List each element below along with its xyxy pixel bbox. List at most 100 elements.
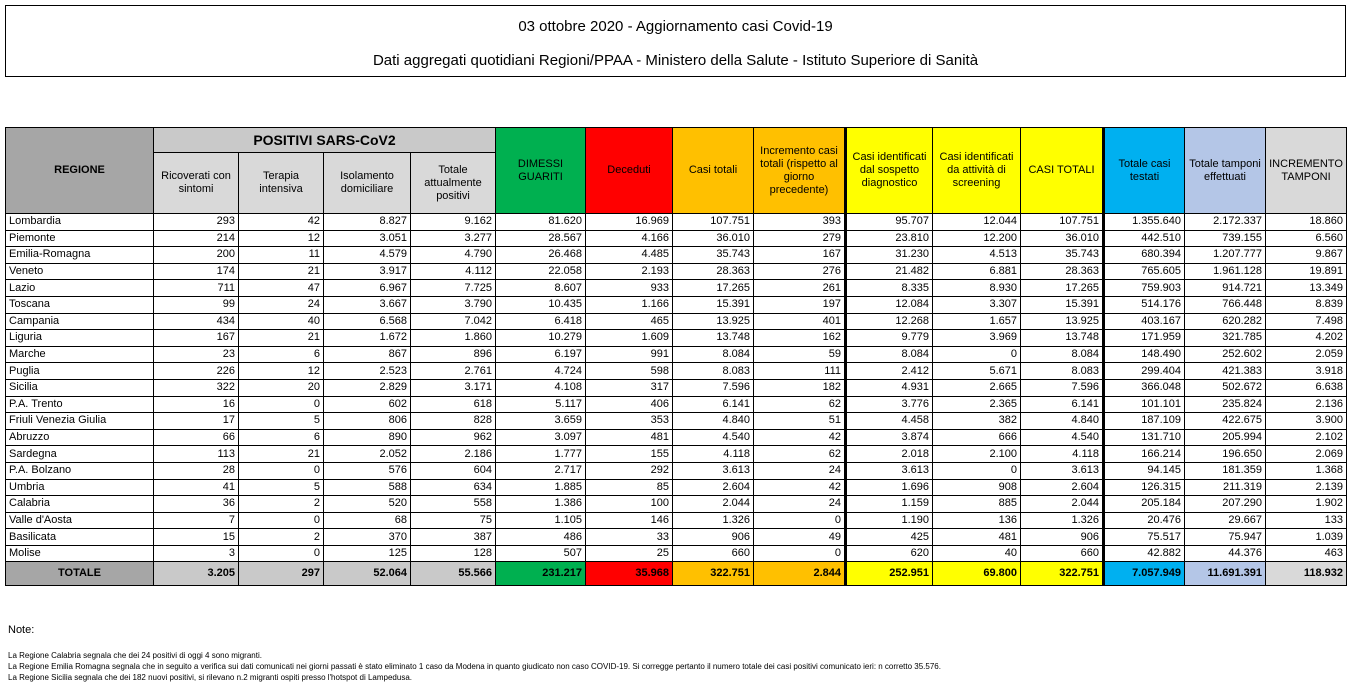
cell-tamponi: 207.290 [1184, 495, 1266, 513]
table-row: Lazio 711 47 6.967 7.725 8.607 933 17.265 261 8.3… [5, 279, 1347, 297]
cell-dimessi-guariti: 10.279 [495, 329, 586, 347]
cell-deceduti: 4.166 [585, 229, 673, 248]
cell-incremento-casi: 279 [753, 229, 846, 248]
cell-totale-positivi: 7.042 [410, 312, 496, 331]
covid-data-table: REGIONE POSITIVI SARS-CoV2 DIMESSI GUARI… [5, 127, 1347, 587]
cell-dimessi-guariti: 6.197 [495, 345, 586, 364]
table-row: Friuli Venezia Giulia 17 5 806 828 3.659 353 4.… [5, 412, 1347, 430]
cell-ricoverati: 434 [153, 312, 239, 331]
cell-casi-totali: 13.925 [672, 312, 754, 331]
cell-terapia-intensiva: 21 [238, 329, 324, 347]
cell-isolamento: 4.579 [323, 246, 411, 264]
note-emilia-romagna: La Regione Emilia Romagna segnala che in… [8, 662, 941, 671]
cell-sospetto-diagnostico: 4.458 [844, 412, 933, 430]
cell-casi-totali: 3.613 [672, 461, 754, 480]
cell-screening: 0 [932, 461, 1021, 480]
table-row: Lombardia 293 42 8.827 9.162 81.620 16.969 107.… [5, 213, 1347, 231]
cell-region: P.A. Trento [5, 395, 154, 414]
cell-totale-positivi: 7.725 [410, 279, 496, 297]
cell-isolamento: 890 [323, 428, 411, 447]
table-row: Veneto 174 21 3.917 4.112 22.058 2.193 28.363 27… [5, 262, 1347, 281]
cell-casi-testati: 442.510 [1102, 229, 1185, 248]
cell-deceduti: 1.609 [585, 329, 673, 347]
cell-deceduti: 85 [585, 478, 673, 497]
table-row: Umbria 41 5 588 634 1.885 85 2.604 42 1.696 908 2.6… [5, 478, 1347, 497]
cell-screening: 382 [932, 412, 1021, 430]
cell-casi-testati: 765.605 [1102, 262, 1185, 281]
cell-incremento-tamponi: 2.059 [1265, 345, 1347, 364]
cell-casi-testati: 514.176 [1102, 295, 1185, 314]
cell-terapia-intensiva: 0 [238, 461, 324, 480]
cell-casi-testati: 403.167 [1102, 312, 1185, 331]
report-title-box: 03 ottobre 2020 - Aggiornamento casi Cov… [5, 5, 1346, 77]
report-subtitle: Dati aggregati quotidiani Regioni/PPAA -… [372, 52, 979, 69]
note-sicilia: La Regione Sicilia segnala che dei 182 n… [8, 673, 412, 682]
cell-screening: 2.100 [932, 445, 1021, 463]
table-row: Valle d'Aosta 7 0 68 75 1.105 146 1.326 0 1.190 13… [5, 511, 1347, 530]
cell-casi-testati: 101.101 [1102, 395, 1185, 414]
cell-casi-testati: 166.214 [1102, 445, 1185, 463]
header-incremento-casi: Incremento casi totali (rispetto al gior… [753, 127, 846, 214]
cell-sospetto-diagnostico: 23.810 [844, 229, 933, 248]
cell-incremento-tamponi: 118.932 [1265, 561, 1347, 587]
cell-casi-totali-2: 8.084 [1020, 345, 1104, 364]
cell-sospetto-diagnostico: 8.084 [844, 345, 933, 364]
cell-incremento-casi: 24 [753, 495, 846, 513]
cell-dimessi-guariti: 28.567 [495, 229, 586, 248]
cell-dimessi-guariti: 3.097 [495, 428, 586, 447]
cell-totale-positivi: 3.790 [410, 295, 496, 314]
cell-totale-positivi: 3.277 [410, 229, 496, 248]
cell-isolamento: 3.667 [323, 295, 411, 314]
cell-casi-testati: 94.145 [1102, 461, 1185, 480]
cell-casi-totali: 8.083 [672, 362, 754, 380]
cell-ricoverati: 23 [153, 345, 239, 364]
cell-region: Friuli Venezia Giulia [5, 412, 154, 430]
cell-dimessi-guariti: 22.058 [495, 262, 586, 281]
cell-region: Campania [5, 312, 154, 331]
cell-casi-testati: 7.057.949 [1102, 561, 1185, 587]
cell-ricoverati: 226 [153, 362, 239, 380]
cell-sospetto-diagnostico: 252.951 [844, 561, 933, 587]
table-row: Sardegna 113 21 2.052 2.186 1.777 155 4.118 62 2.… [5, 445, 1347, 463]
cell-screening: 908 [932, 478, 1021, 497]
cell-casi-totali: 2.604 [672, 478, 754, 497]
cell-sospetto-diagnostico: 12.268 [844, 312, 933, 331]
cell-ricoverati: 711 [153, 279, 239, 297]
cell-ricoverati: 36 [153, 495, 239, 513]
cell-region: Lazio [5, 279, 154, 297]
cell-incremento-tamponi: 8.839 [1265, 295, 1347, 314]
cell-casi-testati: 205.184 [1102, 495, 1185, 513]
cell-incremento-casi: 42 [753, 478, 846, 497]
cell-isolamento: 1.672 [323, 329, 411, 347]
cell-deceduti: 933 [585, 279, 673, 297]
cell-screening: 666 [932, 428, 1021, 447]
cell-casi-totali-2: 1.326 [1020, 511, 1104, 530]
cell-ricoverati: 3.205 [153, 561, 239, 587]
cell-region: Emilia-Romagna [5, 246, 154, 264]
cell-incremento-casi: 261 [753, 279, 846, 297]
cell-ricoverati: 66 [153, 428, 239, 447]
cell-screening: 0 [932, 345, 1021, 364]
cell-incremento-tamponi: 4.202 [1265, 329, 1347, 347]
cell-dimessi-guariti: 8.607 [495, 279, 586, 297]
cell-deceduti: 406 [585, 395, 673, 414]
cell-deceduti: 317 [585, 378, 673, 397]
cell-casi-totali: 7.596 [672, 378, 754, 397]
table-row: Sicilia 322 20 2.829 3.171 4.108 317 7.596 182 4.… [5, 378, 1347, 397]
cell-casi-totali: 2.044 [672, 495, 754, 513]
table-row: P.A. Trento 16 0 602 618 5.117 406 6.141 62 3.776… [5, 395, 1347, 414]
cell-incremento-tamponi: 13.349 [1265, 279, 1347, 297]
cell-dimessi-guariti: 2.717 [495, 461, 586, 480]
header-screening: Casi identificati da attività di screeni… [932, 127, 1021, 214]
cell-region: P.A. Bolzano [5, 461, 154, 480]
cell-terapia-intensiva: 21 [238, 262, 324, 281]
cell-isolamento: 588 [323, 478, 411, 497]
cell-deceduti: 598 [585, 362, 673, 380]
cell-region: Molise [5, 544, 154, 563]
cell-sospetto-diagnostico: 2.018 [844, 445, 933, 463]
cell-tamponi: 196.650 [1184, 445, 1266, 463]
cell-incremento-tamponi: 2.139 [1265, 478, 1347, 497]
cell-screening: 12.200 [932, 229, 1021, 248]
cell-isolamento: 2.523 [323, 362, 411, 380]
cell-totale-positivi: 55.566 [410, 561, 496, 587]
